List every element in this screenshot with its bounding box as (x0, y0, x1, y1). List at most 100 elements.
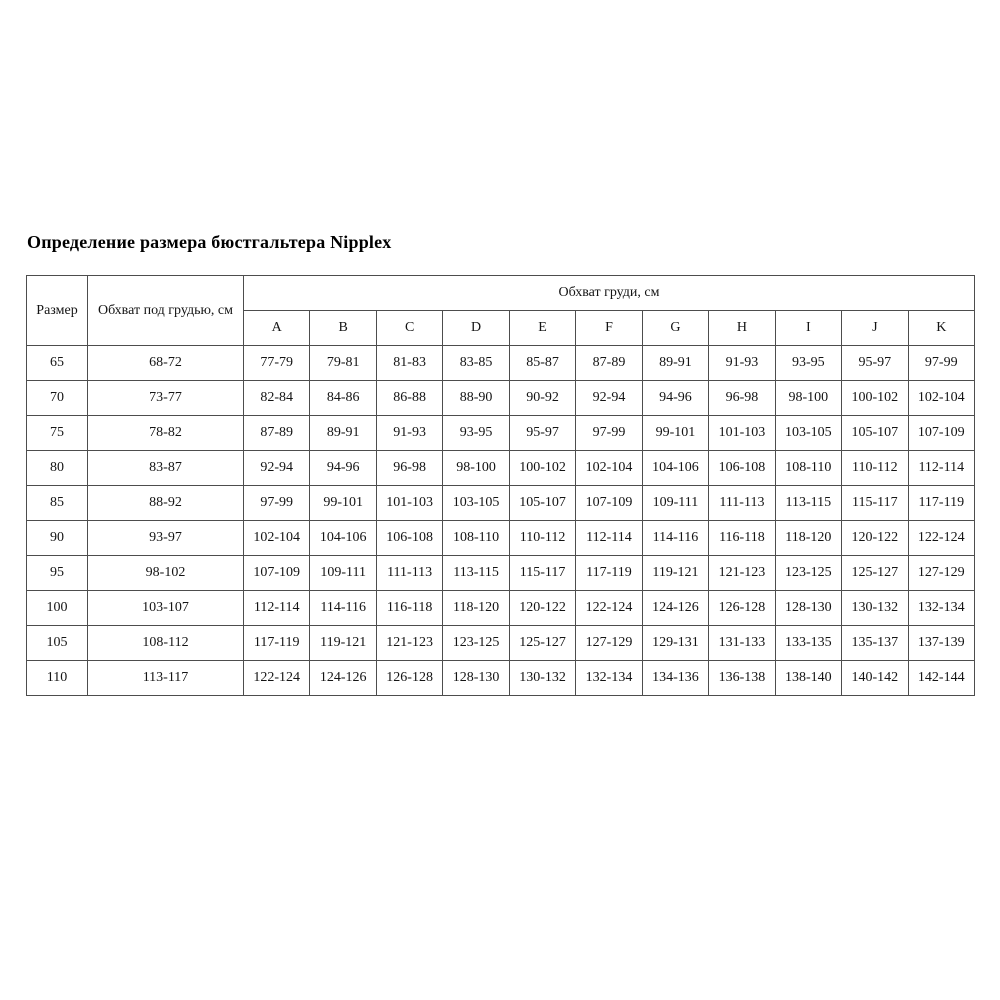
cup-cell: 113-115 (442, 555, 510, 591)
cup-cell: 134-136 (641, 660, 710, 696)
cup-cell: 102-104 (907, 380, 976, 416)
cup-cell: 120-122 (508, 590, 577, 626)
size-cell: 80 (26, 450, 88, 486)
cup-cell: 112-114 (907, 450, 976, 486)
cup-cell: 105-107 (508, 485, 577, 521)
col-header-cup-C: C (375, 310, 444, 346)
cup-cell: 83-85 (442, 345, 510, 381)
cup-cell: 102-104 (575, 450, 643, 486)
cup-cell: 99-101 (309, 485, 377, 521)
underbust-cell: 88-92 (87, 485, 244, 521)
cup-cell: 103-105 (774, 415, 843, 451)
cup-cell: 79-81 (309, 345, 377, 381)
cup-cell: 132-134 (907, 590, 976, 626)
size-cell: 110 (26, 660, 88, 696)
cup-cell: 107-109 (907, 415, 976, 451)
cup-cell: 120-122 (841, 520, 909, 556)
cup-cell: 86-88 (375, 380, 444, 416)
col-header-bust-group: Обхват груди, см (243, 275, 975, 311)
cup-cell: 104-106 (309, 520, 377, 556)
cup-cell: 82-84 (242, 380, 311, 416)
size-chart-table: Размер Обхват под грудью, см Обхват груд… (26, 275, 976, 696)
cup-cell: 131-133 (708, 625, 776, 661)
table-row: 65 68-72 77-79 79-81 81-83 83-85 85-87 87-89 89-… (26, 345, 976, 381)
cup-cell: 119-121 (641, 555, 710, 591)
col-header-cup-F: F (575, 310, 643, 346)
cup-cell: 81-83 (375, 345, 444, 381)
cup-cell: 122-124 (575, 590, 643, 626)
cup-cell: 142-144 (907, 660, 976, 696)
cup-cell: 123-125 (774, 555, 843, 591)
cup-cell: 93-95 (442, 415, 510, 451)
cup-cell: 100-102 (841, 380, 909, 416)
cup-cell: 133-135 (774, 625, 843, 661)
cup-cell: 114-116 (309, 590, 377, 626)
cup-cell: 84-86 (309, 380, 377, 416)
cup-cell: 117-119 (242, 625, 311, 661)
cup-cell: 110-112 (841, 450, 909, 486)
size-cell: 95 (26, 555, 88, 591)
cup-cell: 127-129 (575, 625, 643, 661)
cup-cell: 101-103 (708, 415, 776, 451)
cup-cell: 121-123 (375, 625, 444, 661)
cup-cell: 130-132 (508, 660, 577, 696)
table-row: 110 113-117 122-124 124-126 126-128 128-130 13… (26, 660, 976, 696)
cup-cell: 91-93 (375, 415, 444, 451)
underbust-cell: 73-77 (87, 380, 244, 416)
cup-cell: 109-111 (641, 485, 710, 521)
cup-cell: 106-108 (708, 450, 776, 486)
cup-cell: 122-124 (907, 520, 976, 556)
cup-cell: 94-96 (309, 450, 377, 486)
cup-cell: 112-114 (575, 520, 643, 556)
col-header-cup-D: D (442, 310, 510, 346)
size-cell: 70 (26, 380, 88, 416)
cup-cell: 98-100 (774, 380, 843, 416)
underbust-cell: 103-107 (87, 590, 244, 626)
cup-cell: 108-110 (774, 450, 843, 486)
cup-cell: 138-140 (774, 660, 843, 696)
cup-cell: 93-95 (774, 345, 843, 381)
cup-cell: 98-100 (442, 450, 510, 486)
cup-cell: 94-96 (641, 380, 710, 416)
col-header-cup-H: H (708, 310, 776, 346)
cup-cell: 106-108 (375, 520, 444, 556)
cup-cell: 119-121 (309, 625, 377, 661)
size-cell: 90 (26, 520, 88, 556)
underbust-cell: 83-87 (87, 450, 244, 486)
table-row: 90 93-97 102-104 104-106 106-108 108-110 110-1… (26, 520, 976, 556)
cup-cell: 118-120 (442, 590, 510, 626)
cup-cell: 96-98 (708, 380, 776, 416)
cup-cell: 87-89 (575, 345, 643, 381)
underbust-cell: 113-117 (87, 660, 244, 696)
cup-cell: 124-126 (309, 660, 377, 696)
size-cell: 75 (26, 415, 88, 451)
col-header-cup-B: B (309, 310, 377, 346)
table-row: 95 98-102 107-109 109-111 111-113 113-115 115-… (26, 555, 976, 591)
cup-cell: 136-138 (708, 660, 776, 696)
cup-cell: 77-79 (242, 345, 311, 381)
cup-cell: 114-116 (641, 520, 710, 556)
cup-cell: 123-125 (442, 625, 510, 661)
cup-cell: 124-126 (641, 590, 710, 626)
cup-cell: 117-119 (907, 485, 976, 521)
col-header-cup-E: E (508, 310, 577, 346)
table-row: 75 78-82 87-89 89-91 91-93 93-95 95-97 97-99 99-… (26, 415, 976, 451)
cup-cell: 121-123 (708, 555, 776, 591)
cup-cell: 100-102 (508, 450, 577, 486)
cup-cell: 126-128 (708, 590, 776, 626)
page-title: Определение размера бюстгальтера Nipplex (27, 232, 392, 252)
cup-cell: 137-139 (907, 625, 976, 661)
col-header-cup-I: I (774, 310, 843, 346)
cup-cell: 105-107 (841, 415, 909, 451)
cup-cell: 88-90 (442, 380, 510, 416)
col-header-cup-J: J (841, 310, 909, 346)
cup-cell: 128-130 (442, 660, 510, 696)
cup-cell: 103-105 (442, 485, 510, 521)
cup-cell: 129-131 (641, 625, 710, 661)
col-header-cup-A: A (242, 310, 311, 346)
cup-cell: 132-134 (575, 660, 643, 696)
size-cell: 65 (26, 345, 88, 381)
cup-cell: 115-117 (841, 485, 909, 521)
cup-cell: 107-109 (575, 485, 643, 521)
table-row: 105 108-112 117-119 119-121 121-123 123-125 12… (26, 625, 976, 661)
